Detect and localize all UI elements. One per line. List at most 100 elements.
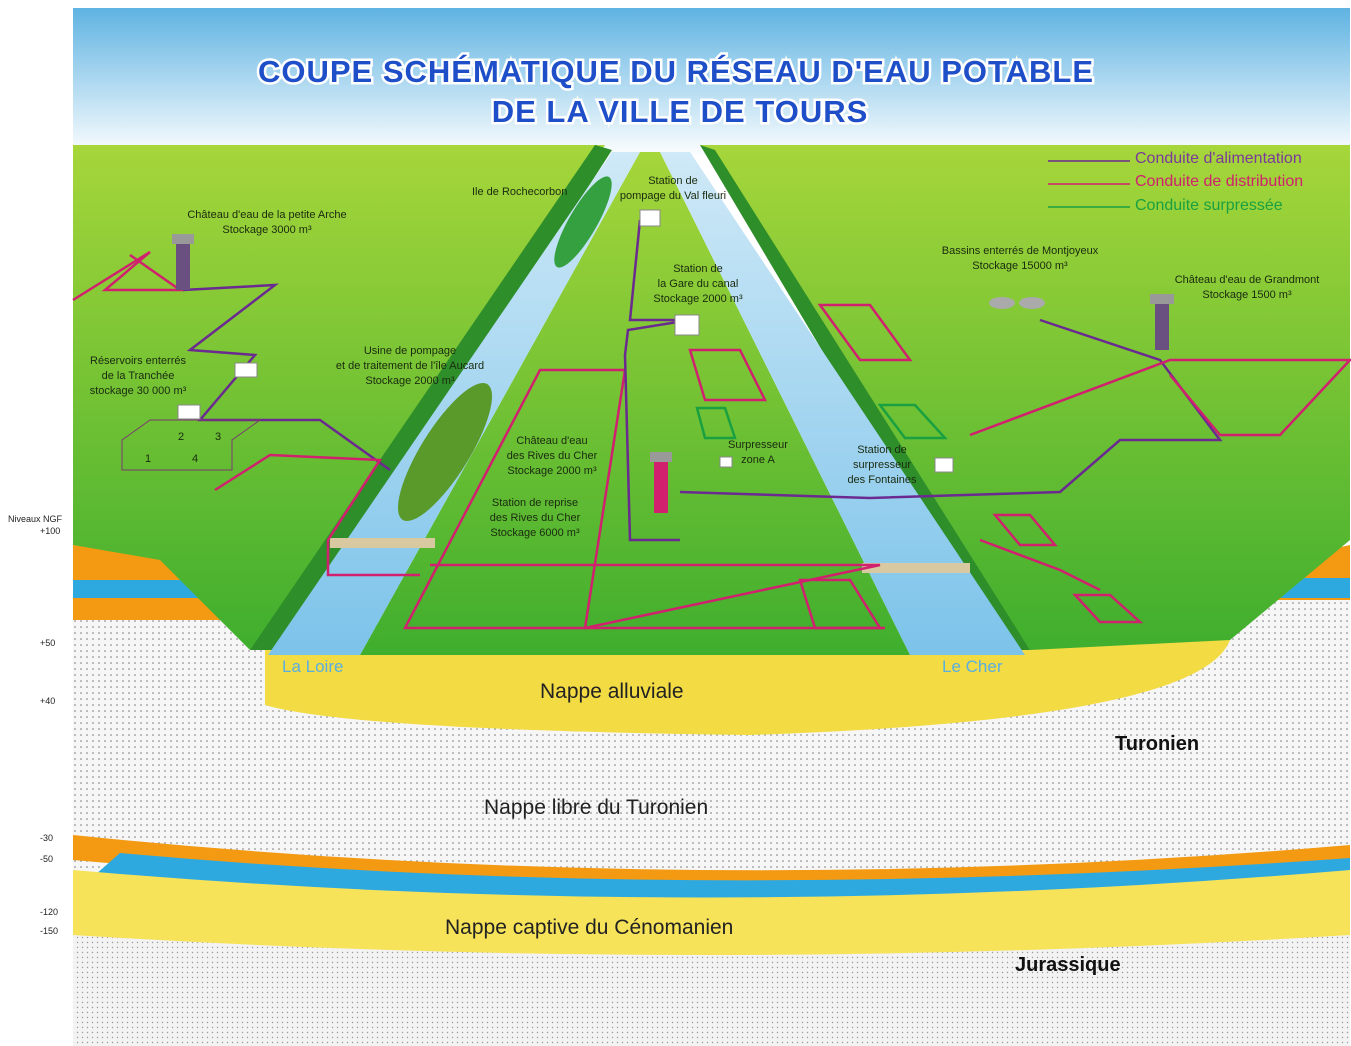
legend-label: Conduite d'alimentation	[1135, 150, 1302, 167]
station	[719, 456, 733, 468]
water-tower	[1155, 300, 1169, 350]
layer-label: Jurassique	[1015, 954, 1121, 976]
right-field	[700, 145, 1350, 650]
distribution-pipe	[430, 563, 885, 630]
alluvial-layer	[265, 640, 1230, 735]
label-line: zone A	[741, 454, 775, 466]
label: Surpresseur zone A	[728, 439, 788, 466]
island-aucard	[397, 382, 493, 522]
label: Château d'eau des Rives du Cher Stockage 2…	[507, 435, 598, 477]
label-line: Château d'eau de Grandmont	[1175, 274, 1320, 286]
label-line: Stockage 6000 m³	[490, 527, 580, 539]
label: Usine de pompage et de traitement de l'îl…	[336, 345, 484, 387]
label-line: Stockage 2000 m³	[653, 293, 743, 305]
label: Réservoirs enterrés de la Tranchée stockag…	[90, 355, 187, 397]
island-rochecorbon	[554, 176, 612, 268]
label-line: Bassins enterrés de Montjoyeux	[942, 245, 1099, 257]
cher-river	[660, 152, 1025, 655]
water-tower	[654, 458, 668, 513]
title: COUPE SCHÉMATIQUE DU RÉSEAU D'EAU POTABL…	[258, 54, 1094, 89]
level-label: +100	[40, 526, 60, 536]
distribution-pipe	[969, 358, 1351, 437]
legend-label: Conduite de distribution	[1135, 173, 1303, 190]
label: Château d'eau de Grandmont Stockage 1500 …	[1175, 274, 1320, 301]
water-tower-top	[650, 452, 672, 462]
layer-label: Nappe libre du Turonien	[484, 796, 708, 819]
distribution-pipe	[1072, 593, 1144, 624]
right-bank	[700, 145, 1030, 650]
label-line: des Fontaines	[847, 474, 917, 486]
level-label: -150	[40, 926, 58, 936]
reservoir-number: 1	[145, 453, 151, 465]
station	[639, 209, 661, 227]
label: Station de surpresseur des Fontaines	[847, 444, 917, 486]
title: DE LA VILLE DE TOURS	[492, 94, 869, 129]
central-plain	[360, 152, 910, 655]
label: Château d'eau de la petite Arche Stockage…	[187, 209, 346, 236]
station	[177, 404, 201, 420]
label-line: Station de	[673, 263, 723, 275]
layer-label: Turonien	[1115, 733, 1199, 755]
distribution-pipe	[817, 303, 913, 362]
river-label: Le Cher	[942, 657, 1003, 676]
station	[674, 314, 700, 336]
level-label: +50	[40, 638, 55, 648]
label: Ile de Rochecorbon	[472, 186, 567, 198]
water-tower	[176, 240, 190, 290]
labels: Station de pompage du Val fleuri Château d…	[90, 175, 1320, 539]
legend: Conduite d'alimentation Conduite de dist…	[1048, 150, 1303, 214]
river-label: La Loire	[282, 657, 343, 676]
surpressed-pipe	[877, 403, 948, 440]
station	[934, 457, 954, 473]
label-line: stockage 30 000 m³	[90, 385, 187, 397]
label-line: Stockage 2000 m³	[365, 375, 455, 387]
distribution-pipe	[992, 513, 1058, 547]
pipes	[72, 219, 1351, 630]
layer-label: Nappe captive du Cénomanien	[445, 916, 733, 939]
label-line: Surpresseur	[728, 439, 788, 451]
station	[234, 362, 258, 378]
label-line: et de traitement de l'île Aucard	[336, 360, 484, 372]
label-line: des Rives du Cher	[490, 512, 581, 524]
supply-pipe	[623, 219, 691, 542]
level-label: +40	[40, 696, 55, 706]
label: Bassins enterrés de Montjoyeux Stockage 1…	[942, 245, 1099, 272]
distribution-pipe	[798, 578, 883, 630]
level-label: -50	[40, 854, 53, 864]
label-line: de la Tranchée	[102, 370, 175, 382]
bridge-loire	[330, 538, 435, 548]
reservoir-number: 4	[192, 453, 198, 465]
label-line: Station de reprise	[492, 497, 578, 509]
distribution-pipe	[979, 538, 1101, 592]
label: Station de la Gare du canal Stockage 2000 …	[653, 263, 743, 305]
ground	[73, 145, 1350, 655]
label-line: Station de	[648, 175, 698, 187]
label-line: Stockage 1500 m³	[1202, 289, 1292, 301]
label-line: Stockage 3000 m³	[222, 224, 312, 236]
distribution-pipe	[688, 348, 768, 402]
reservoir-grid	[121, 419, 262, 471]
label: Station de reprise des Rives du Cher Stock…	[490, 497, 581, 539]
label-line: surpresseur	[853, 459, 911, 471]
label: Station de pompage du Val fleuri	[620, 175, 726, 202]
label-line: Réservoirs enterrés	[90, 355, 186, 367]
reservoir-number: 2	[178, 431, 184, 443]
legend-label: Conduite surpressée	[1135, 197, 1283, 214]
basin	[989, 297, 1015, 309]
basin	[1019, 297, 1045, 309]
label-line: Usine de pompage	[364, 345, 456, 357]
label-line: des Rives du Cher	[507, 450, 598, 462]
water-tower-top	[1150, 294, 1174, 304]
surpressed-pipe	[695, 406, 737, 440]
label-line: Château d'eau	[516, 435, 587, 447]
distribution-pipe	[72, 250, 184, 302]
left-field	[73, 145, 605, 650]
cenomanien-layer	[73, 870, 1350, 955]
label-line: Stockage 15000 m³	[972, 260, 1068, 272]
label-line: Stockage 2000 m³	[507, 465, 597, 477]
left-bank	[250, 145, 612, 650]
bridge-cher	[862, 563, 970, 573]
layer-label: Nappe alluviale	[540, 680, 684, 703]
reservoir-number: 3	[215, 431, 221, 443]
